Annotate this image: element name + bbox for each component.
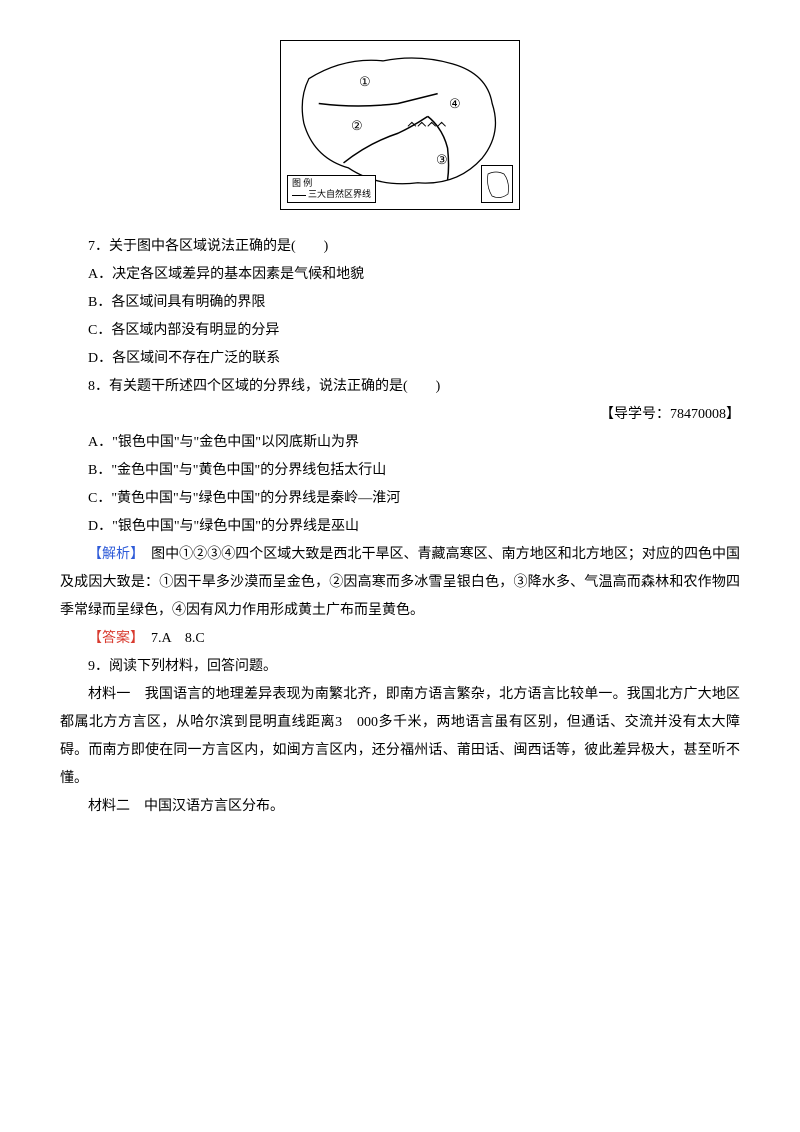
- china-map-figure: ① ② ③ ④ 图 例 三大自然区界线: [280, 40, 520, 210]
- answer-para: 【答案】 7.A 8.C: [60, 625, 740, 653]
- q9-stem: 9．阅读下列材料，回答问题。: [60, 653, 740, 681]
- explanation-text: 图中①②③④四个区域大致是西北干旱区、青藏高寒区、南方地区和北方地区；对应的四色…: [60, 547, 740, 618]
- q8-option-c: C．"黄色中国"与"绿色中国"的分界线是秦岭—淮河: [60, 485, 740, 513]
- map-inset: [481, 165, 513, 203]
- q7-option-d: D．各区域间不存在广泛的联系: [60, 345, 740, 373]
- q8-option-a: A．"银色中国"与"金色中国"以冈底斯山为界: [60, 429, 740, 457]
- q8-stem: 8．有关题干所述四个区域的分界线，说法正确的是( ): [60, 373, 740, 401]
- answer-label: 【答案】: [88, 631, 137, 646]
- explanation-para: 【解析】 图中①②③④四个区域大致是西北干旱区、青藏高寒区、南方地区和北方地区；…: [60, 541, 740, 625]
- q9-material-2: 材料二 中国汉语方言区分布。: [60, 793, 740, 821]
- map-label-4: ④: [449, 91, 461, 117]
- q7-stem: 7．关于图中各区域说法正确的是( ): [60, 233, 740, 261]
- material-1-text: 我国语言的地理差异表现为南繁北齐，即南方语言繁杂，北方语言比较单一。我国北方广大…: [60, 687, 740, 786]
- legend-title: 图 例: [292, 178, 371, 189]
- map-label-1: ①: [359, 69, 371, 95]
- legend-line-text: 三大自然区界线: [308, 189, 371, 199]
- map-legend: 图 例 三大自然区界线: [287, 175, 376, 203]
- q7-option-c: C．各区域内部没有明显的分异: [60, 317, 740, 345]
- material-2-label: 材料二: [88, 799, 144, 814]
- map-label-3: ③: [436, 147, 448, 173]
- q8-ref: 【导学号：78470008】: [60, 401, 740, 429]
- q7-option-b: B．各区域间具有明确的界限: [60, 289, 740, 317]
- q8-option-d: D．"银色中国"与"绿色中国"的分界线是巫山: [60, 513, 740, 541]
- q8-option-b: B．"金色中国"与"黄色中国"的分界线包括太行山: [60, 457, 740, 485]
- material-2-text: 中国汉语方言区分布。: [144, 799, 284, 814]
- answer-text: 7.A 8.C: [137, 631, 205, 646]
- material-1-label: 材料一: [88, 687, 145, 702]
- q7-option-a: A．决定各区域差异的基本因素是气候和地貌: [60, 261, 740, 289]
- q9-material-1: 材料一 我国语言的地理差异表现为南繁北齐，即南方语言繁杂，北方语言比较单一。我国…: [60, 681, 740, 793]
- map-label-2: ②: [351, 113, 363, 139]
- figure-wrap: ① ② ③ ④ 图 例 三大自然区界线: [60, 40, 740, 221]
- explanation-label: 【解析】: [88, 547, 137, 562]
